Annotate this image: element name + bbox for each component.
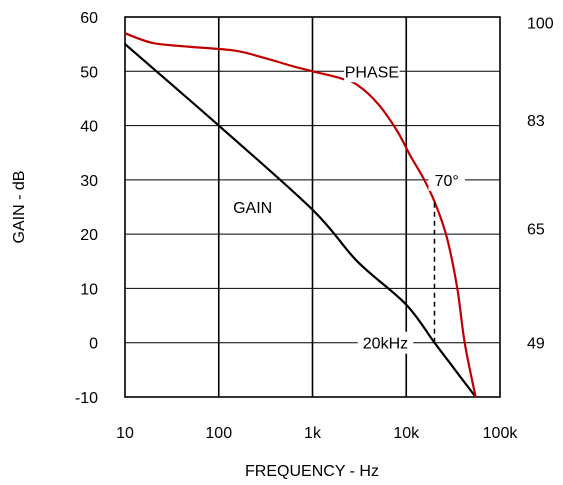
x-tick-label: 10 — [116, 425, 134, 442]
y-tick-label: 40 — [80, 119, 98, 136]
series-line-phase — [124, 32, 477, 398]
y-tick-label: 10 — [80, 281, 98, 298]
annotation-bg — [229, 196, 276, 218]
y2-tick-label: 100 — [527, 15, 554, 32]
x-tick-label: 10k — [393, 425, 420, 442]
annotations: PHASE GAIN 70° 20kHz — [229, 60, 465, 354]
plot-frame — [124, 16, 501, 398]
x-tick-label: 1k — [304, 425, 322, 442]
annotation-bg — [428, 168, 465, 191]
x-axis-title: FREQUENCY - Hz — [245, 463, 379, 480]
y-tick-label: -10 — [75, 390, 98, 407]
annotation-label: 70° — [435, 173, 459, 190]
y-tick-label: 60 — [80, 10, 98, 27]
x-tick-label: 100 — [205, 425, 232, 442]
series-line-gain — [124, 43, 477, 398]
annotation-label: 20kHz — [363, 336, 408, 353]
annotation-label: GAIN — [233, 200, 272, 217]
y2-tick-label: 49 — [527, 336, 545, 353]
y-tick-label: 0 — [89, 336, 98, 353]
y2-tick-label: 65 — [527, 222, 545, 239]
annotation-bg — [357, 331, 414, 354]
series-layer — [124, 32, 477, 398]
y-axis-title: GAIN - dB — [11, 171, 28, 244]
y-tick-label: 20 — [80, 227, 98, 244]
x-tick-label: 100k — [483, 425, 519, 442]
grid — [125, 17, 500, 397]
y-tick-label: 30 — [80, 173, 98, 190]
annotation-label: PHASE — [345, 64, 399, 81]
annotation-bg — [344, 60, 400, 83]
y2-tick-label: 83 — [527, 113, 545, 130]
y-tick-label: 50 — [80, 64, 98, 81]
